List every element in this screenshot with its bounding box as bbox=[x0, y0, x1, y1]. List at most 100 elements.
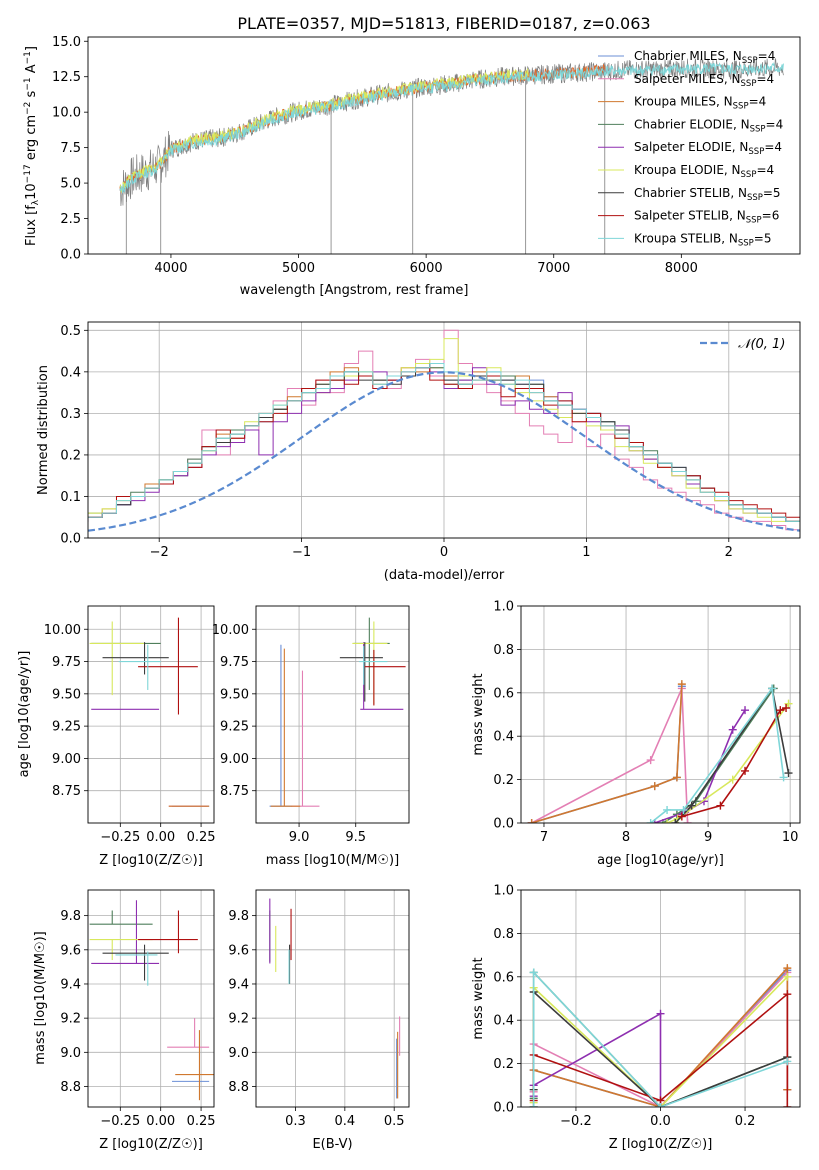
y-tick-label: 0.0 bbox=[493, 1101, 514, 1116]
y-tick-label: 9.25 bbox=[220, 720, 249, 735]
x-tick-label: 0.00 bbox=[146, 830, 175, 845]
y-tick-label: 10.0 bbox=[52, 106, 81, 121]
y-tick-label: 0.2 bbox=[493, 1057, 514, 1072]
x-tick-label: 0.3 bbox=[285, 1114, 306, 1129]
x-tick-label: 0.00 bbox=[146, 1114, 175, 1129]
legend-entry: Chabrier STELIB, NSSP=5 bbox=[634, 186, 781, 203]
normal-curve-line bbox=[88, 371, 800, 532]
x-tick-label: 5000 bbox=[282, 261, 315, 276]
y-axis-label: mass weight bbox=[471, 673, 486, 755]
legend-entry: Kroupa ELODIE, NSSP=4 bbox=[634, 163, 774, 180]
weight-marker bbox=[671, 819, 680, 823]
y-tick-label: 9.6 bbox=[228, 943, 249, 958]
y-tick-label: 10.00 bbox=[44, 623, 81, 638]
weight-marker bbox=[672, 773, 681, 782]
weight-marker bbox=[784, 699, 793, 708]
legend-entry: Salpeter MILES, NSSP=4 bbox=[634, 72, 774, 89]
weight-marker bbox=[677, 812, 686, 821]
model-spectrum-line bbox=[119, 64, 606, 194]
mw-z-frame bbox=[520, 889, 801, 1108]
histogram-step-line bbox=[88, 329, 800, 531]
weight-marker bbox=[679, 805, 688, 814]
y-tick-label: 9.8 bbox=[228, 909, 249, 924]
legend-entry: Salpeter STELIB, NSSP=6 bbox=[634, 209, 779, 226]
y-tick-label: 9.8 bbox=[60, 909, 81, 924]
histogram-step-line bbox=[88, 363, 800, 522]
weight-marker bbox=[783, 990, 792, 999]
mass-z-plot bbox=[89, 900, 214, 1101]
0-axes: 4000 5000 6000 7000 8000 0.0 2.5 5.0 7.5 10.0 12.5… bbox=[52, 35, 698, 276]
x-tick-label: 9.5 bbox=[345, 830, 366, 845]
weight-marker bbox=[650, 782, 659, 791]
weight-marker bbox=[677, 680, 686, 689]
y-tick-label: 8.8 bbox=[60, 1080, 81, 1095]
x-tick-label: 6000 bbox=[410, 261, 443, 276]
x-tick-label: 7000 bbox=[537, 261, 570, 276]
weight-marker bbox=[776, 706, 785, 715]
weight-marker bbox=[646, 819, 655, 823]
x-tick-label: 0.0 bbox=[650, 1114, 671, 1129]
y-tick-label: 0.8 bbox=[493, 643, 514, 658]
weight-marker bbox=[783, 1057, 792, 1066]
x-tick-label: −1 bbox=[292, 545, 311, 560]
weight-marker bbox=[663, 819, 672, 823]
weight-marker bbox=[656, 1103, 665, 1107]
weight-line bbox=[666, 703, 790, 823]
histogram-step-line bbox=[88, 363, 800, 522]
mass-ebv-frame bbox=[255, 889, 410, 1108]
1-axes: −2 −1 0 1 2 0.0 0.1 0.2 0.3 0.4 0.5 bbox=[60, 322, 800, 560]
y-tick-label: 0.0 bbox=[493, 817, 514, 832]
x-tick-label: −0.2 bbox=[560, 1114, 592, 1129]
weight-marker bbox=[683, 819, 692, 823]
y-tick-label: 15.0 bbox=[52, 35, 81, 50]
x-tick-label: 9 bbox=[704, 830, 712, 845]
histogram-step-line bbox=[88, 338, 800, 527]
weight-marker bbox=[741, 706, 750, 715]
x-tick-label: 4000 bbox=[154, 261, 187, 276]
y-tick-label: 0.2 bbox=[493, 773, 514, 788]
x-axis-label: Z [log10(Z/Z☉)] bbox=[99, 853, 203, 868]
y-axis-label: age [log10(age/yr)] bbox=[17, 651, 32, 778]
age-z-frame bbox=[87, 605, 215, 824]
weight-marker bbox=[728, 725, 737, 734]
legend-entry: 𝒩(0, 1) bbox=[738, 337, 785, 352]
x-tick-label: −0.25 bbox=[100, 830, 140, 845]
weight-marker bbox=[728, 775, 737, 784]
y-tick-label: 0.4 bbox=[493, 1014, 514, 1029]
weight-line bbox=[662, 688, 775, 823]
y-tick-label: 0.8 bbox=[493, 927, 514, 942]
legend-entry: Kroupa MILES, NSSP=4 bbox=[634, 95, 766, 112]
x-tick-label: 0.25 bbox=[187, 1114, 216, 1129]
mw-age-frame bbox=[520, 605, 801, 824]
y-tick-label: 1.0 bbox=[493, 884, 514, 899]
x-tick-label: 0.2 bbox=[735, 1114, 756, 1129]
spectrum-plot bbox=[119, 57, 784, 254]
weight-marker bbox=[783, 972, 792, 981]
weight-marker bbox=[779, 773, 788, 782]
x-axis-label: wavelength [Angstrom, rest frame] bbox=[240, 283, 469, 298]
y-tick-label: 9.2 bbox=[60, 1012, 81, 1027]
y-tick-label: 12.5 bbox=[52, 70, 81, 85]
y-axis-label: mass weight bbox=[471, 957, 486, 1039]
y-tick-label: 0.5 bbox=[60, 324, 81, 339]
x-tick-label: 8000 bbox=[665, 261, 698, 276]
y-tick-label: 0.4 bbox=[493, 730, 514, 745]
y-tick-label: 0.0 bbox=[60, 532, 81, 547]
residuals-frame bbox=[87, 321, 801, 539]
weight-marker bbox=[687, 801, 696, 810]
y-tick-label: 9.50 bbox=[220, 687, 249, 702]
weight-marker bbox=[663, 805, 672, 814]
legend-entry: Salpeter ELODIE, NSSP=4 bbox=[634, 140, 782, 157]
weight-marker bbox=[529, 968, 538, 977]
weight-marker bbox=[741, 766, 750, 775]
x-tick-label: 7 bbox=[540, 830, 548, 845]
x-axis-label: mass [log10(M/M☉)] bbox=[266, 853, 399, 868]
figure-title: PLATE=0357, MJD=51813, FIBERID=0187, z=0… bbox=[237, 14, 650, 33]
y-tick-label: 8.8 bbox=[228, 1080, 249, 1095]
weight-line bbox=[531, 686, 683, 823]
spectrum-legend: Chabrier MILES, NSSP=4 Salpeter MILES, NS… bbox=[598, 49, 783, 248]
model-spectrum-line bbox=[119, 61, 784, 194]
x-axis-label: Z [log10(Z/Z☉)] bbox=[99, 1137, 203, 1152]
y-tick-label: 9.50 bbox=[52, 687, 81, 702]
y-tick-label: 9.75 bbox=[52, 655, 81, 670]
